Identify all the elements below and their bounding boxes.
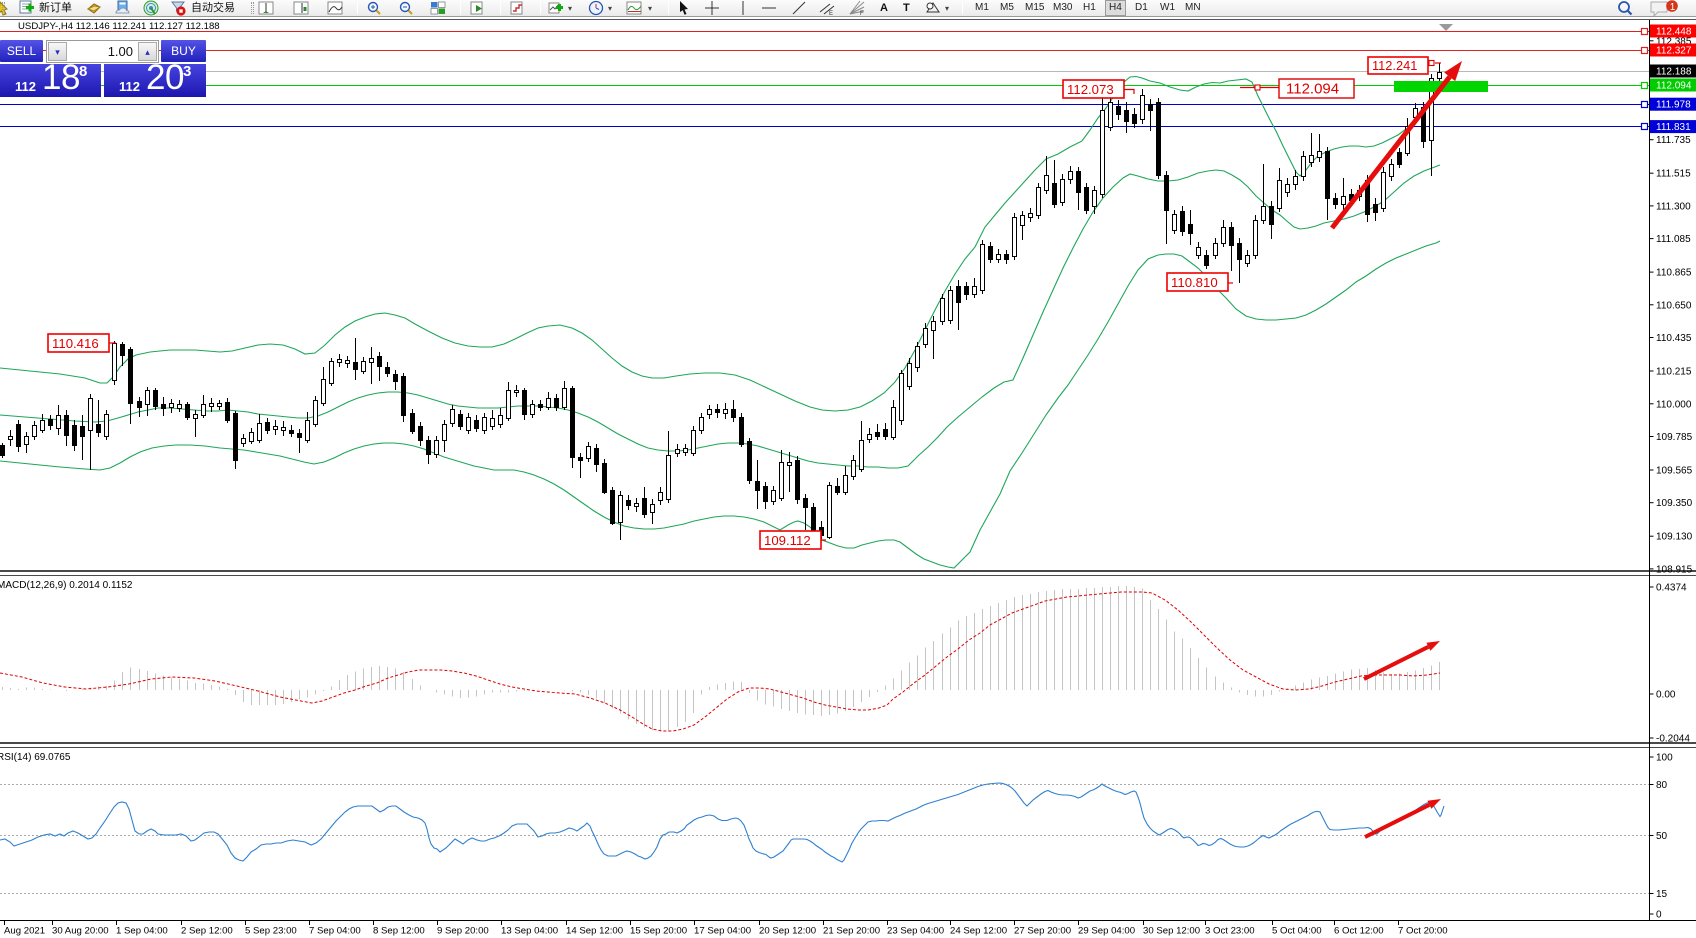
svg-text:110.000: 110.000 xyxy=(1656,399,1692,410)
svg-text:7 Oct 20:00: 7 Oct 20:00 xyxy=(1398,926,1448,937)
svg-text:30 Aug 20:00: 30 Aug 20:00 xyxy=(52,926,109,937)
svg-text:112.448: 112.448 xyxy=(1656,27,1692,38)
svg-text:80: 80 xyxy=(1656,780,1668,791)
svg-text:3 Oct 23:00: 3 Oct 23:00 xyxy=(1205,926,1255,937)
svg-text:111.831: 111.831 xyxy=(1656,122,1691,133)
svg-text:0: 0 xyxy=(1656,910,1662,921)
svg-text:9 Sep 20:00: 9 Sep 20:00 xyxy=(437,926,489,937)
svg-text:23 Sep 04:00: 23 Sep 04:00 xyxy=(887,926,944,937)
svg-text:1 Sep 04:00: 1 Sep 04:00 xyxy=(116,926,168,937)
svg-text:Aug 2021: Aug 2021 xyxy=(4,926,45,937)
svg-text:112.094: 112.094 xyxy=(1656,81,1692,92)
svg-text:0.00: 0.00 xyxy=(1656,690,1676,701)
svg-text:111.515: 111.515 xyxy=(1656,169,1691,180)
svg-text:110.416: 110.416 xyxy=(52,336,99,351)
svg-text:2 Sep 12:00: 2 Sep 12:00 xyxy=(181,926,233,937)
svg-text:5 Oct 04:00: 5 Oct 04:00 xyxy=(1272,926,1322,937)
svg-text:110.810: 110.810 xyxy=(1171,275,1218,290)
svg-text:21 Sep 20:00: 21 Sep 20:00 xyxy=(823,926,880,937)
svg-text:111.735: 111.735 xyxy=(1656,135,1691,146)
svg-text:F: F xyxy=(860,11,864,16)
svg-text:112.073: 112.073 xyxy=(1067,82,1114,97)
svg-text:1: 1 xyxy=(1670,2,1676,13)
svg-text:RSI(14) 69.0765: RSI(14) 69.0765 xyxy=(0,752,71,763)
svg-text:15: 15 xyxy=(1656,889,1668,900)
svg-text:109.130: 109.130 xyxy=(1656,532,1693,543)
svg-text:112.241: 112.241 xyxy=(1372,58,1417,73)
svg-text:29 Sep 04:00: 29 Sep 04:00 xyxy=(1078,926,1135,937)
svg-text:30 Sep 12:00: 30 Sep 12:00 xyxy=(1143,926,1200,937)
svg-text:7 Sep 04:00: 7 Sep 04:00 xyxy=(309,926,361,937)
svg-text:109.565: 109.565 xyxy=(1656,466,1693,477)
svg-text:-0.2044: -0.2044 xyxy=(1656,734,1690,745)
svg-text:MACD(12,26,9) 0.2014 0.1152: MACD(12,26,9) 0.2014 0.1152 xyxy=(0,580,133,591)
svg-text:E: E xyxy=(829,11,833,16)
svg-text:27 Sep 20:00: 27 Sep 20:00 xyxy=(1014,926,1071,937)
svg-text:108.915: 108.915 xyxy=(1656,564,1693,575)
svg-text:111.978: 111.978 xyxy=(1656,100,1691,111)
svg-text:112.094: 112.094 xyxy=(1286,81,1339,98)
svg-text:50: 50 xyxy=(1656,831,1668,842)
svg-text:8 Sep 12:00: 8 Sep 12:00 xyxy=(373,926,425,937)
svg-text:14 Sep 12:00: 14 Sep 12:00 xyxy=(566,926,623,937)
svg-text:17 Sep 04:00: 17 Sep 04:00 xyxy=(694,926,751,937)
svg-text:110.650: 110.650 xyxy=(1656,300,1692,311)
svg-text:112.188: 112.188 xyxy=(1656,67,1692,78)
svg-text:USDJPY-,H4 112.146 112.241 11: USDJPY-,H4 112.146 112.241 112.127 112.1… xyxy=(18,21,220,32)
svg-text:109.350: 109.350 xyxy=(1656,498,1693,509)
svg-text:24 Sep 12:00: 24 Sep 12:00 xyxy=(950,926,1007,937)
svg-text:5 Sep 23:00: 5 Sep 23:00 xyxy=(245,926,297,937)
svg-text:109.785: 109.785 xyxy=(1656,432,1693,443)
svg-text:111.085: 111.085 xyxy=(1656,234,1691,245)
svg-text:13 Sep 04:00: 13 Sep 04:00 xyxy=(501,926,558,937)
svg-text:110.215: 110.215 xyxy=(1656,367,1692,378)
svg-text:100: 100 xyxy=(1656,753,1673,764)
svg-text:110.865: 110.865 xyxy=(1656,268,1692,279)
svg-text:0.4374: 0.4374 xyxy=(1656,583,1687,594)
svg-text:20 Sep 12:00: 20 Sep 12:00 xyxy=(759,926,816,937)
svg-text:112.327: 112.327 xyxy=(1656,46,1692,57)
svg-text:6 Oct 12:00: 6 Oct 12:00 xyxy=(1334,926,1384,937)
svg-text:15 Sep 20:00: 15 Sep 20:00 xyxy=(630,926,687,937)
svg-text:109.112: 109.112 xyxy=(764,533,811,548)
svg-text:110.435: 110.435 xyxy=(1656,333,1692,344)
svg-text:112.385: 112.385 xyxy=(1656,36,1692,47)
svg-text:111.300: 111.300 xyxy=(1656,201,1691,212)
